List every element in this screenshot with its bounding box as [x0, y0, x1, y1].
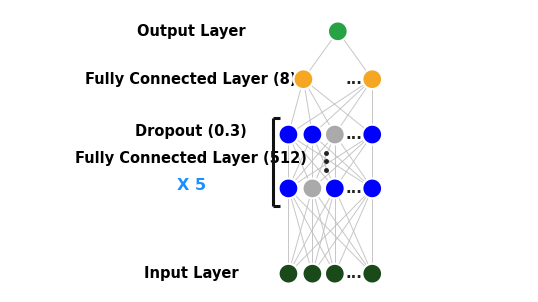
Text: ...: ... [346, 72, 363, 87]
Text: ...: ... [346, 181, 363, 196]
Circle shape [325, 178, 345, 198]
Circle shape [363, 178, 382, 198]
Circle shape [363, 264, 382, 284]
Text: ...: ... [346, 127, 363, 142]
Circle shape [279, 178, 299, 198]
Circle shape [325, 264, 345, 284]
Text: X 5: X 5 [176, 178, 206, 193]
Text: ...: ... [346, 266, 363, 281]
Text: Output Layer: Output Layer [137, 24, 245, 39]
Circle shape [279, 264, 299, 284]
Circle shape [363, 69, 382, 89]
Circle shape [279, 125, 299, 144]
Circle shape [328, 21, 348, 41]
Circle shape [325, 125, 345, 144]
Circle shape [294, 69, 313, 89]
Circle shape [302, 178, 322, 198]
Text: Fully Connected Layer (8): Fully Connected Layer (8) [86, 72, 297, 87]
Circle shape [363, 125, 382, 144]
Text: Input Layer: Input Layer [144, 266, 238, 281]
Text: Dropout (0.3): Dropout (0.3) [136, 124, 247, 139]
Circle shape [302, 125, 322, 144]
Circle shape [302, 264, 322, 284]
Text: Fully Connected Layer (512): Fully Connected Layer (512) [75, 151, 307, 166]
